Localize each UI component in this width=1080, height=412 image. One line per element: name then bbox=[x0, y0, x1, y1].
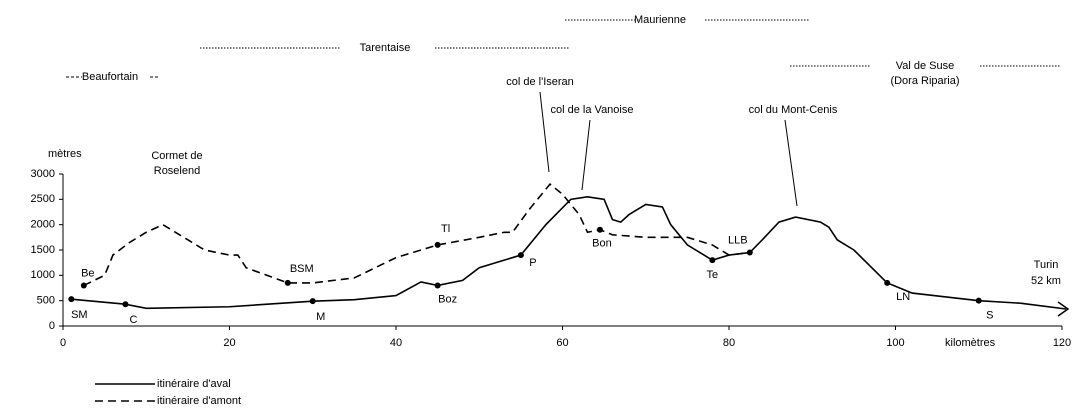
point-label: SM bbox=[71, 309, 88, 321]
region-label: Tarentaise bbox=[360, 42, 411, 54]
point-label: Te bbox=[707, 269, 719, 281]
x-tick-label: 60 bbox=[556, 337, 568, 349]
point bbox=[884, 279, 891, 286]
leader-line bbox=[539, 91, 550, 173]
point bbox=[284, 279, 291, 286]
x-tick-label: 120 bbox=[1053, 337, 1071, 349]
point-label: LN bbox=[896, 291, 910, 303]
y-tick-label: 1500 bbox=[31, 244, 55, 256]
point-label: Tl bbox=[441, 223, 450, 235]
point bbox=[80, 282, 87, 289]
region-label: (Dora Riparia) bbox=[890, 75, 959, 87]
point-label: Boz bbox=[438, 293, 457, 305]
annotation: Cormet de bbox=[151, 150, 202, 162]
point-label: C bbox=[129, 314, 137, 326]
point bbox=[434, 282, 441, 289]
annotation: col de l'Iseran bbox=[506, 76, 574, 88]
point-label: LLB bbox=[728, 234, 748, 246]
x-tick-label: 40 bbox=[390, 337, 402, 349]
leader-line bbox=[581, 119, 591, 191]
annotation: col de la Vanoise bbox=[551, 104, 634, 116]
x-tick-label: 80 bbox=[723, 337, 735, 349]
y-tick-label: 3000 bbox=[31, 168, 55, 180]
x-tick-label: 20 bbox=[223, 337, 235, 349]
point-label: BSM bbox=[290, 263, 314, 275]
end-label: Turin bbox=[1034, 259, 1059, 271]
point bbox=[709, 257, 716, 264]
annotation: Roselend bbox=[154, 165, 200, 177]
point bbox=[122, 301, 129, 308]
annotation: col du Mont-Cenis bbox=[749, 104, 838, 116]
point-label: S bbox=[986, 310, 993, 322]
point bbox=[68, 296, 75, 303]
series-line bbox=[71, 195, 1021, 310]
point-label: Be bbox=[81, 267, 94, 279]
point-label: P bbox=[529, 257, 536, 269]
point bbox=[434, 241, 441, 248]
x-tick-label: 100 bbox=[886, 337, 904, 349]
y-tick-label: 2500 bbox=[31, 193, 55, 205]
arrow-head bbox=[1057, 301, 1070, 317]
region-label: Maurienne bbox=[634, 14, 686, 26]
legend-label: itinéraire d'amont bbox=[157, 395, 241, 407]
point bbox=[517, 252, 524, 259]
point bbox=[975, 297, 982, 304]
x-tick-label: 0 bbox=[60, 337, 66, 349]
tail bbox=[1020, 302, 1067, 310]
y-tick-label: 1000 bbox=[31, 269, 55, 281]
y-tick-label: 500 bbox=[37, 295, 55, 307]
y-tick-label: 0 bbox=[49, 320, 55, 332]
point bbox=[309, 298, 316, 305]
y-tick-label: 2000 bbox=[31, 219, 55, 231]
point-label: M bbox=[316, 311, 325, 323]
leader-line bbox=[784, 119, 798, 207]
series-line bbox=[83, 183, 750, 287]
x-axis-label: kilomètres bbox=[945, 337, 996, 349]
region-label: Val de Suse bbox=[896, 60, 955, 72]
region-label: Beaufortain bbox=[82, 71, 138, 83]
end-label: 52 km bbox=[1031, 275, 1061, 287]
y-axis-label: mètres bbox=[48, 148, 82, 160]
point bbox=[596, 226, 603, 233]
point-label: Bon bbox=[592, 238, 612, 250]
legend-label: itinéraire d'aval bbox=[157, 378, 231, 390]
